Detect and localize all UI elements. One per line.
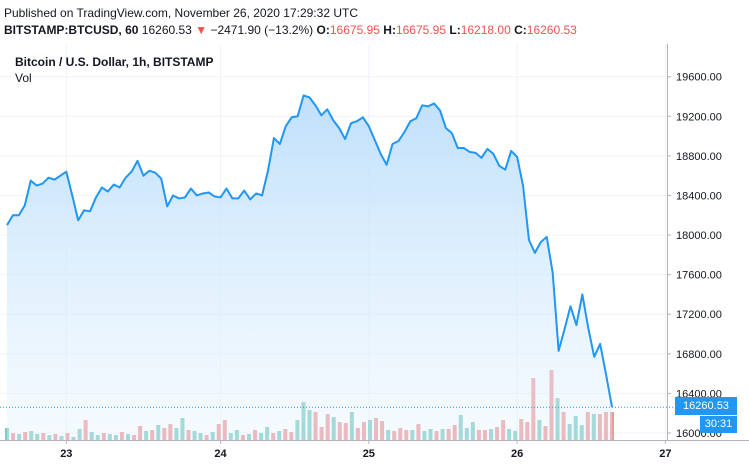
open-value: 16675.95 xyxy=(329,23,380,37)
close-value: 16260.53 xyxy=(526,23,577,37)
price-axis[interactable]: 16000.0016400.0016800.0017200.0017600.00… xyxy=(667,72,722,440)
volume-label[interactable]: Vol xyxy=(15,71,32,85)
price-change: −2471.90 (−13.2%) xyxy=(210,23,314,37)
quote-line: BITSTAMP:BTCUSD, 60 16260.53 ▼ −2471.90 … xyxy=(4,23,577,37)
x-tick-label: 27 xyxy=(659,448,671,460)
chart-title[interactable]: Bitcoin / U.S. Dollar, 1h, BITSTAMP xyxy=(15,55,214,69)
high-label: H: xyxy=(383,23,396,37)
last-price-tag: 16260.53 xyxy=(675,397,737,415)
x-tick-label: 24 xyxy=(214,448,227,460)
down-arrow-icon: ▼ xyxy=(195,23,208,37)
y-tick-label: 18800.00 xyxy=(676,151,722,163)
bar-countdown: 30:31 xyxy=(700,416,737,433)
y-tick-label: 17600.00 xyxy=(676,270,722,282)
price-area-fill xyxy=(7,95,612,440)
x-tick-label: 25 xyxy=(363,448,375,460)
low-label: L: xyxy=(449,23,461,37)
last-price: 16260.53 xyxy=(141,23,192,37)
chart-area[interactable]: 16000.00 16400.00 16800.00 17200.00 17600.00… xyxy=(0,44,749,474)
price-line xyxy=(6,94,613,408)
high-value: 16675.95 xyxy=(395,23,447,37)
price-chart[interactable]: 16000.0016400.0016800.0017200.0017600.00… xyxy=(0,44,749,474)
y-tick-label: 19200.00 xyxy=(676,111,722,123)
close-label: C: xyxy=(514,23,527,37)
time-axis[interactable]: 23 24 25 26 27 xyxy=(60,440,672,460)
y-tick-label: 19600.00 xyxy=(676,72,722,84)
open-label: O: xyxy=(316,23,330,37)
published-note: Published on TradingView.com, November 2… xyxy=(4,6,358,20)
symbol-label[interactable]: BITSTAMP:BTCUSD, 60 xyxy=(4,23,139,37)
x-tick-label: 26 xyxy=(511,448,523,460)
y-tick-label: 17200.00 xyxy=(676,309,722,321)
y-tick-label: 18000.00 xyxy=(676,230,722,242)
low-value: 16218.00 xyxy=(460,23,511,37)
chart-header: Published on TradingView.com, November 2… xyxy=(0,0,749,44)
y-tick-label: 18400.00 xyxy=(676,190,722,202)
x-tick-label: 23 xyxy=(60,448,72,460)
y-tick-label: 16800.00 xyxy=(676,349,722,361)
